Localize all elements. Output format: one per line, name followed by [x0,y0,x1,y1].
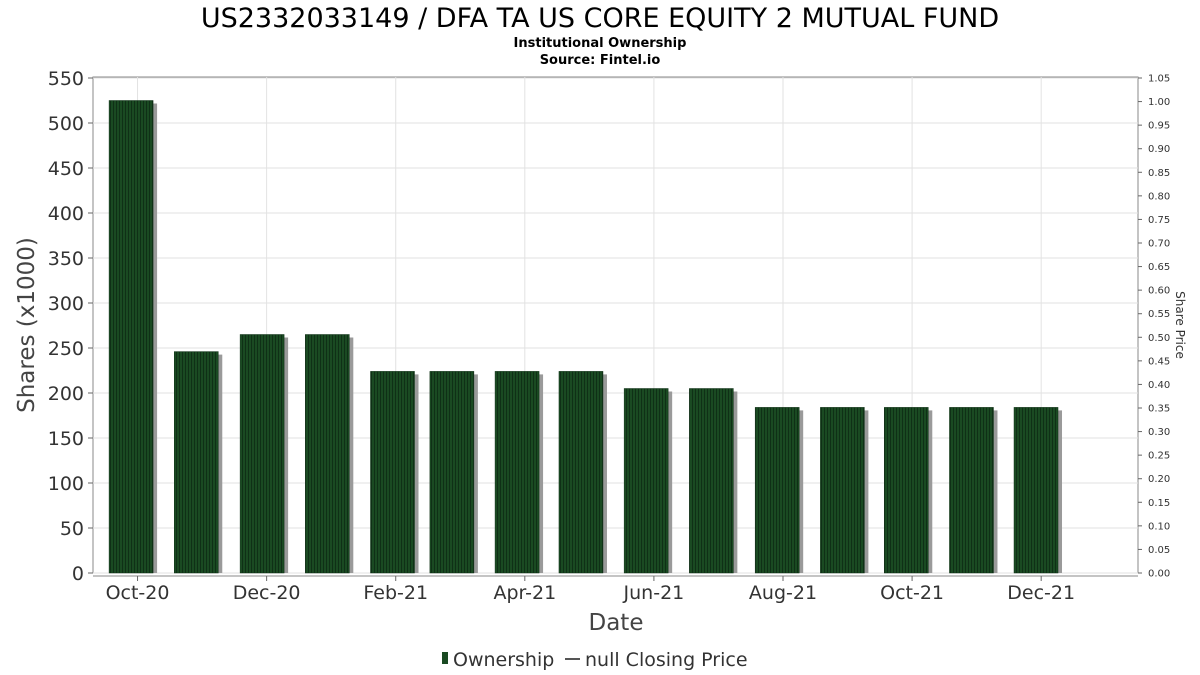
y2-tick-label-13: 0.65 [1148,262,1170,273]
y2-tick-label-18: 0.90 [1148,144,1170,155]
chart-subtitle: Institutional Ownership [514,36,687,51]
x-tick-label-5: Aug-21 [749,582,817,604]
y2-tick-label-4: 0.20 [1148,474,1170,485]
bar-10 [754,407,800,574]
x-tick-label-1: Dec-20 [233,582,301,604]
bar-13 [949,407,994,574]
y2-tick-label-5: 0.25 [1148,451,1170,462]
x-axis-label: Date [589,610,644,636]
chart-title: US2332033149 / DFA TA US CORE EQUITY 2 M… [201,3,999,34]
y2-tick-label-0: 0.00 [1148,569,1170,580]
y-tick-label-4: 200 [48,383,84,405]
y-tick-label-6: 300 [48,293,84,315]
y2-tick-label-14: 0.70 [1148,239,1170,250]
y2-tick-label-7: 0.35 [1148,404,1170,415]
x-tick-label-6: Oct-21 [880,582,944,604]
y-tick-label-11: 550 [48,68,84,90]
y2-axis-ticks: 0.00 0.05 0.10 0.15 0.20 0.25 0.30 0.35 0.40 0.45… [1138,74,1170,580]
bar-0 [108,100,154,574]
y-tick-label-8: 400 [48,203,84,225]
bar-6 [494,371,540,574]
x-tick-label-0: Oct-20 [106,582,170,604]
y2-axis-label: Share Price [1173,291,1187,359]
x-tick-label-7: Dec-21 [1007,582,1075,604]
legend: Ownership null Closing Price [442,649,748,671]
bar-14 [1013,407,1059,574]
y2-tick-label-19: 0.95 [1148,121,1170,132]
legend-ownership-swatch [442,652,448,664]
y2-tick-label-3: 0.15 [1148,498,1170,509]
y-tick-label-3: 150 [48,428,84,450]
y2-tick-label-17: 0.85 [1148,168,1170,179]
y-tick-label-10: 500 [48,113,84,135]
bar-11 [820,407,865,574]
x-tick-label-3: Apr-21 [493,582,556,604]
y2-tick-label-16: 0.80 [1148,191,1170,202]
bar-9 [689,388,734,574]
bar-2 [239,334,285,574]
y-axis-label: Shares (x1000) [14,237,40,413]
y2-tick-label-1: 0.05 [1148,545,1170,556]
y2-tick-label-9: 0.45 [1148,356,1170,367]
bar-5 [429,371,475,574]
x-tick-label-4: Jun-21 [623,582,685,604]
y-tick-label-0: 0 [72,563,84,585]
bars [108,100,1063,574]
y2-tick-label-6: 0.30 [1148,427,1170,438]
y2-tick-label-21: 1.05 [1148,74,1170,85]
y-tick-label-2: 100 [48,473,84,495]
y-tick-label-9: 450 [48,158,84,180]
y2-tick-label-2: 0.10 [1148,521,1170,532]
y2-tick-label-12: 0.60 [1148,286,1170,297]
y2-tick-label-20: 1.00 [1148,97,1170,108]
chart-source: Source: Fintel.io [540,53,661,68]
bar-4 [370,371,415,574]
y2-tick-label-8: 0.40 [1148,380,1170,391]
bar-12 [884,407,929,574]
bar-3 [305,334,350,574]
x-axis-ticks: Oct-20 Dec-20 Feb-21 Apr-21 Jun-21 Aug-21 Oct-… [93,575,1138,604]
y2-tick-label-15: 0.75 [1148,215,1170,226]
y2-tick-label-10: 0.50 [1148,333,1170,344]
legend-ownership-label: Ownership [453,649,554,671]
y-axis-ticks: 0 50 100 150 200 250 300 350 400 450 500 550 [48,68,93,585]
y2-tick-label-11: 0.55 [1148,309,1170,320]
y-tick-label-1: 50 [60,518,84,540]
bar-7 [558,371,604,574]
x-tick-label-2: Feb-21 [363,582,428,604]
y-tick-label-7: 350 [48,248,84,270]
bar-1 [174,351,219,574]
bar-8 [623,388,669,574]
y-tick-label-5: 250 [48,338,84,360]
legend-price-label: null Closing Price [585,649,748,671]
